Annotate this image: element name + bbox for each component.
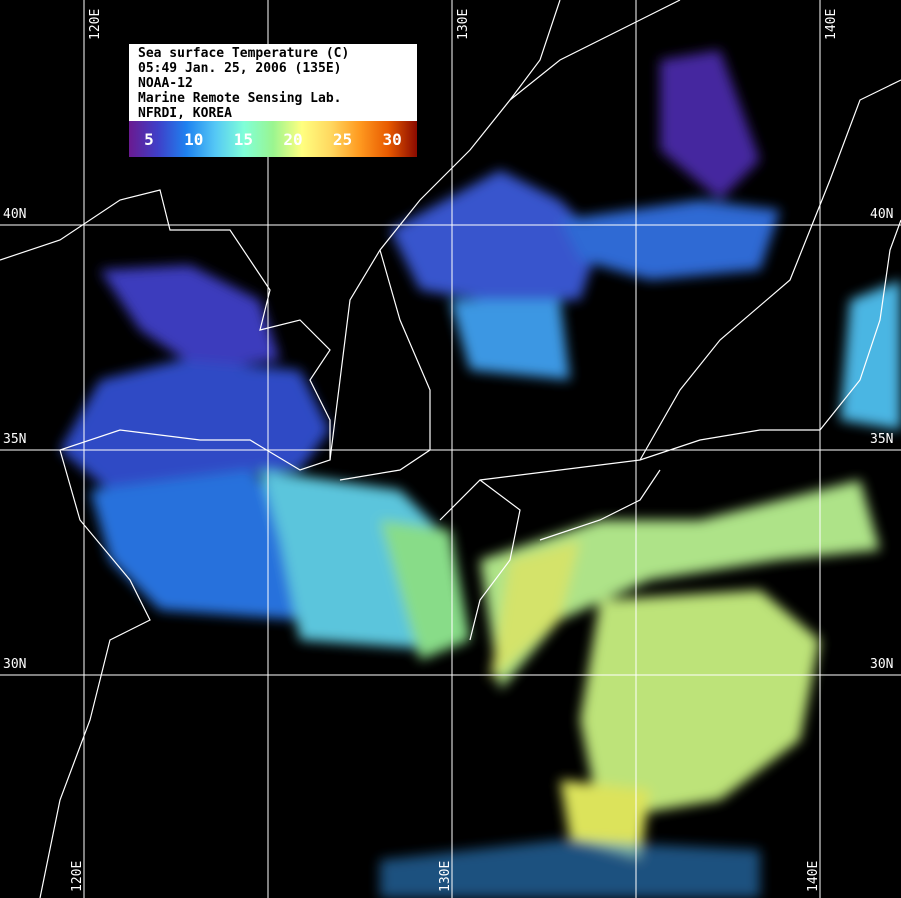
sst-north-east xyxy=(560,200,780,280)
lat-label-right-40n: 40N xyxy=(870,207,894,222)
lat-label-right-30n: 30N xyxy=(870,657,894,672)
coast-kyushu xyxy=(469,479,521,641)
lat-label-right-35n: 35N xyxy=(870,432,894,447)
sst-ecs-east xyxy=(380,520,470,660)
legend-satellite: NOAA-12 xyxy=(138,76,193,91)
color-scale-bar: 5 10 15 20 25 30 xyxy=(129,121,417,157)
legend-title: Sea surface Temperature (C) xyxy=(138,46,350,61)
legend-datetime: 05:49 Jan. 25, 2006 (135E) xyxy=(138,61,342,76)
sst-kuroshio xyxy=(480,480,880,690)
scale-tick: 15 xyxy=(233,129,253,149)
lon-label-top-130e: 130E xyxy=(456,8,471,40)
sst-tatar xyxy=(660,50,760,200)
lon-label-top-120e: 120E xyxy=(88,8,103,40)
lon-label-top-140e: 140E xyxy=(824,8,839,40)
sst-kyushu-patch xyxy=(490,540,580,680)
sst-east-sea-mid xyxy=(450,300,570,380)
lon-label-bottom-130e: 130E xyxy=(438,860,453,892)
sst-bohai xyxy=(100,265,280,370)
scale-tick: 10 xyxy=(184,129,204,149)
lon-label-bottom-120e: 120E xyxy=(70,860,85,892)
lat-label-left-35n: 35N xyxy=(3,432,27,447)
sst-south-pacific xyxy=(580,590,820,820)
sst-pacific-east xyxy=(840,280,901,430)
scale-tick: 5 xyxy=(144,129,154,149)
lon-label-bottom-140e: 140E xyxy=(806,860,821,892)
coast-korea xyxy=(329,0,561,461)
scale-tick: 30 xyxy=(382,129,402,149)
lat-label-left-40n: 40N xyxy=(3,207,27,222)
sst-bottom-strip xyxy=(380,840,760,898)
coast-honshu-west xyxy=(639,79,901,461)
sst-south-yellow xyxy=(560,780,650,860)
legend-lab: Marine Remote Sensing Lab. xyxy=(138,91,342,106)
sst-ecs-mid xyxy=(260,470,450,650)
coast-shikoku xyxy=(539,469,661,541)
scale-tick: 20 xyxy=(283,129,303,149)
sst-ecs-west xyxy=(90,470,300,620)
sst-east-sea-north xyxy=(390,170,600,300)
coast-russia xyxy=(509,0,681,101)
legend-box: Sea surface Temperature (C) 05:49 Jan. 2… xyxy=(129,44,417,157)
legend-institute: NFRDI, KOREA xyxy=(138,106,232,121)
coast-japan xyxy=(439,219,901,521)
coast-korea-east xyxy=(339,249,431,481)
sst-yellow-sea xyxy=(60,360,330,500)
legend-text: Sea surface Temperature (C) 05:49 Jan. 2… xyxy=(129,44,417,121)
scale-tick: 25 xyxy=(332,129,353,149)
lat-label-left-30n: 30N xyxy=(3,657,27,672)
